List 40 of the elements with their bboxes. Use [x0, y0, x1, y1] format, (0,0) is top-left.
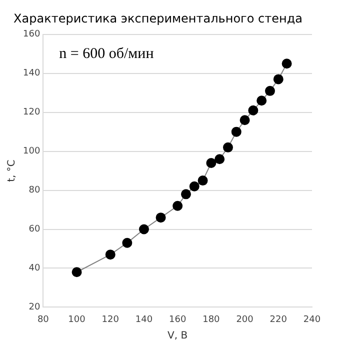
- point: [72, 267, 82, 278]
- x-tick-label: 80: [37, 314, 50, 325]
- y-tick-label: 100: [22, 146, 40, 157]
- y-tick-label: 60: [28, 224, 40, 235]
- y-tick-label: 40: [28, 264, 40, 274]
- point: [248, 105, 258, 116]
- x-tick-label: 240: [303, 314, 321, 325]
- point: [122, 238, 132, 248]
- y-tick-label: 160: [22, 30, 40, 40]
- x-tick-label: 120: [102, 314, 120, 325]
- point: [282, 58, 292, 69]
- point: [214, 154, 225, 164]
- point: [172, 200, 183, 211]
- point: [180, 189, 191, 200]
- y-tick-label: 120: [22, 108, 40, 118]
- point: [256, 96, 267, 106]
- x-tick-label: 180: [202, 314, 220, 325]
- x-axis-title: V, В: [168, 330, 188, 342]
- y-tick-label: 140: [22, 68, 40, 79]
- point: [189, 181, 200, 192]
- point: [222, 142, 233, 152]
- chart-title: Характеристика экспериментального стенда: [14, 11, 302, 26]
- point: [231, 126, 242, 137]
- x-tick-label: 160: [168, 314, 186, 325]
- y-axis-title: t, °C: [6, 160, 18, 182]
- point: [138, 224, 149, 234]
- annotation: n = 600 об/мин: [59, 46, 154, 62]
- x-tick-label: 140: [135, 314, 153, 325]
- point: [206, 158, 216, 168]
- point: [198, 176, 208, 186]
- point: [156, 212, 166, 223]
- y-tick-label: 20: [28, 302, 40, 313]
- point: [105, 250, 116, 260]
- x-tick-label: 100: [68, 314, 86, 325]
- x-tick-label: 220: [270, 314, 288, 325]
- y-tick-label: 80: [28, 186, 40, 196]
- point: [273, 74, 284, 84]
- point: [264, 86, 275, 96]
- x-tick-label: 200: [236, 314, 254, 325]
- point: [240, 115, 250, 126]
